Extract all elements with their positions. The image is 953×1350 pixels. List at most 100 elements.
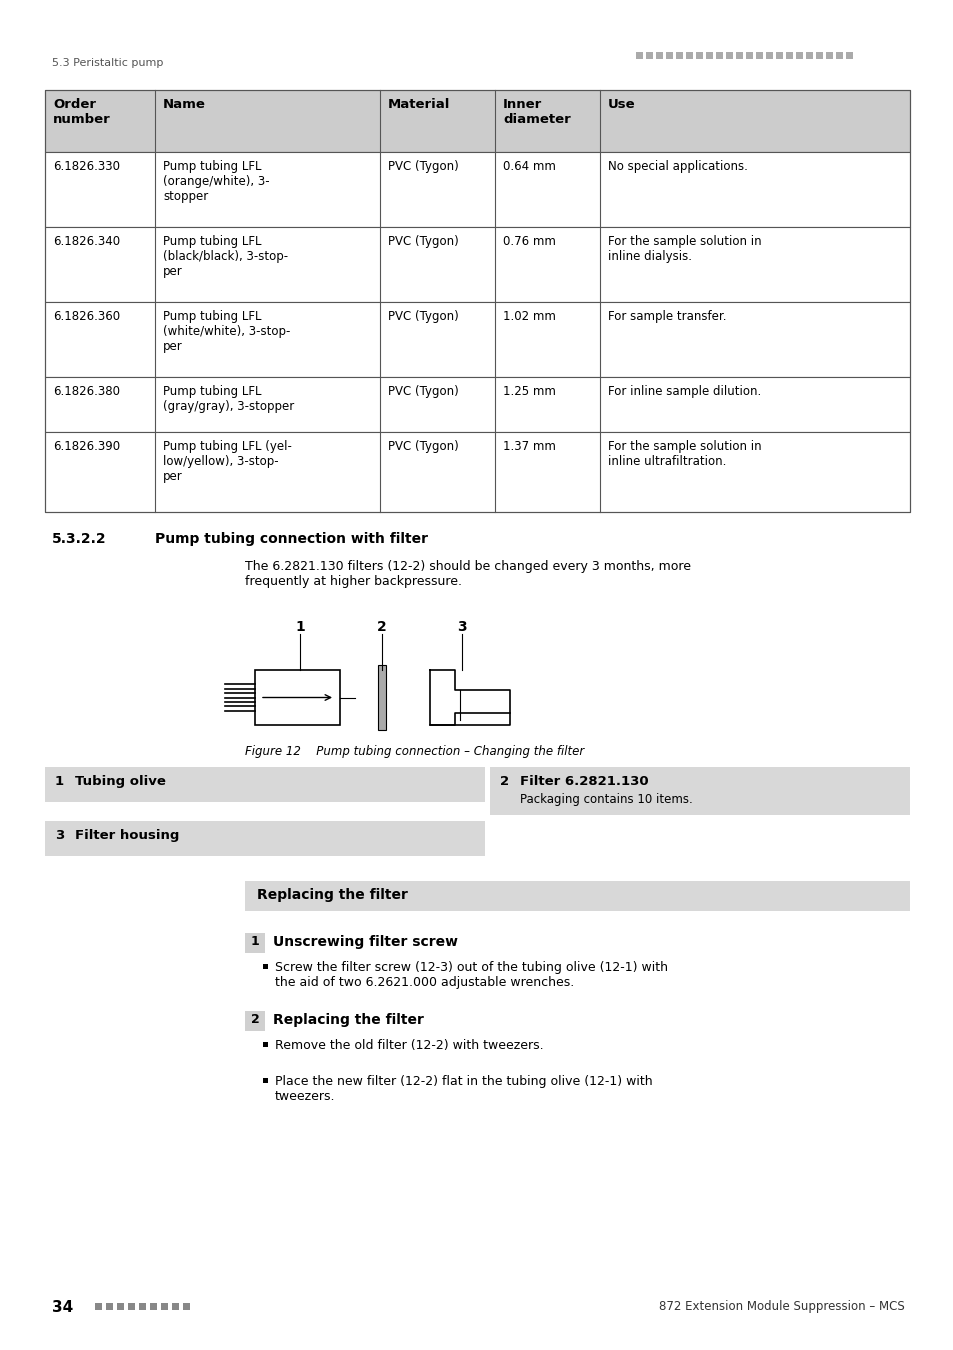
Text: Figure 12: Figure 12	[245, 745, 300, 757]
Text: 6.1826.380: 6.1826.380	[53, 385, 120, 398]
Bar	[825, 53, 832, 59]
Text: PVC (Tygon): PVC (Tygon)	[388, 310, 458, 323]
Text: PVC (Tygon): PVC (Tygon)	[388, 385, 458, 398]
Text: 6.1826.390: 6.1826.390	[53, 440, 120, 454]
Bar	[263, 1042, 268, 1048]
Bar	[128, 1303, 135, 1310]
Text: Place the new filter (12-2) flat in the tubing olive (12-1) with
tweezers.: Place the new filter (12-2) flat in the …	[274, 1075, 652, 1103]
Bar	[835, 53, 842, 59]
Text: Inner
diameter: Inner diameter	[502, 99, 570, 126]
Text: Unscrewing filter screw: Unscrewing filter screw	[273, 936, 457, 949]
Bar	[254, 670, 339, 725]
Text: For the sample solution in
inline dialysis.: For the sample solution in inline dialys…	[607, 235, 760, 263]
Bar	[45, 821, 484, 856]
Bar	[716, 53, 722, 59]
Text: 0.76 mm: 0.76 mm	[502, 235, 556, 248]
Bar	[183, 1303, 190, 1310]
Text: 3: 3	[55, 829, 64, 842]
Bar	[377, 666, 386, 730]
Text: PVC (Tygon): PVC (Tygon)	[388, 161, 458, 173]
Bar	[45, 227, 909, 302]
Bar	[676, 53, 682, 59]
Bar	[755, 53, 762, 59]
Text: 1.25 mm: 1.25 mm	[502, 385, 556, 398]
Text: 2: 2	[499, 775, 509, 788]
Bar	[106, 1303, 112, 1310]
Bar	[172, 1303, 179, 1310]
Text: Pump tubing LFL
(black/black), 3-stop-
per: Pump tubing LFL (black/black), 3-stop- p…	[163, 235, 288, 278]
Text: 1.02 mm: 1.02 mm	[502, 310, 556, 323]
Text: 6.1826.340: 6.1826.340	[53, 235, 120, 248]
Text: Use: Use	[607, 99, 635, 111]
Bar	[656, 53, 662, 59]
Bar	[150, 1303, 157, 1310]
Text: Pump tubing connection – Changing the filter: Pump tubing connection – Changing the fi…	[305, 745, 583, 757]
Text: 1: 1	[55, 775, 64, 788]
Bar	[696, 53, 702, 59]
Bar	[245, 882, 909, 911]
Text: 2: 2	[376, 620, 387, 634]
Bar	[685, 53, 692, 59]
Bar	[815, 53, 822, 59]
Text: Name: Name	[163, 99, 206, 111]
Bar	[645, 53, 652, 59]
Bar	[95, 1303, 102, 1310]
Bar	[45, 90, 909, 153]
Bar	[45, 302, 909, 377]
Text: The 6.2821.130 filters (12-2) should be changed every 3 months, more
frequently : The 6.2821.130 filters (12-2) should be …	[245, 560, 690, 589]
Bar	[45, 432, 909, 512]
Text: PVC (Tygon): PVC (Tygon)	[388, 440, 458, 454]
Bar	[845, 53, 852, 59]
Bar	[745, 53, 752, 59]
Text: Filter 6.2821.130: Filter 6.2821.130	[519, 775, 648, 788]
Text: 1: 1	[294, 620, 305, 634]
Text: 0.64 mm: 0.64 mm	[502, 161, 556, 173]
Bar	[735, 53, 742, 59]
Text: Pump tubing LFL
(gray/gray), 3-stopper: Pump tubing LFL (gray/gray), 3-stopper	[163, 385, 294, 413]
Text: For the sample solution in
inline ultrafiltration.: For the sample solution in inline ultraf…	[607, 440, 760, 468]
Text: Pump tubing LFL (yel-
low/yellow), 3-stop-
per: Pump tubing LFL (yel- low/yellow), 3-sto…	[163, 440, 292, 483]
Bar	[490, 767, 909, 815]
Bar	[775, 53, 782, 59]
Text: 2: 2	[251, 1012, 259, 1026]
Bar	[45, 153, 909, 227]
Text: 1.37 mm: 1.37 mm	[502, 440, 556, 454]
Text: Remove the old filter (12-2) with tweezers.: Remove the old filter (12-2) with tweeze…	[274, 1040, 543, 1052]
Text: Filter housing: Filter housing	[75, 829, 179, 842]
Bar	[245, 1011, 265, 1031]
Bar	[263, 964, 268, 969]
Bar	[725, 53, 732, 59]
Text: Order
number: Order number	[53, 99, 111, 126]
Bar	[45, 377, 909, 432]
Text: 872 Extension Module Suppression – MCS: 872 Extension Module Suppression – MCS	[659, 1300, 904, 1314]
Bar	[765, 53, 772, 59]
Bar	[161, 1303, 168, 1310]
Text: Packaging contains 10 items.: Packaging contains 10 items.	[519, 792, 692, 806]
Bar	[117, 1303, 124, 1310]
Text: 3: 3	[456, 620, 466, 634]
Text: 6.1826.330: 6.1826.330	[53, 161, 120, 173]
Bar	[785, 53, 792, 59]
Text: Material: Material	[388, 99, 450, 111]
Text: PVC (Tygon): PVC (Tygon)	[388, 235, 458, 248]
Bar	[45, 90, 909, 512]
Text: 6.1826.360: 6.1826.360	[53, 310, 120, 323]
Bar	[636, 53, 642, 59]
Text: No special applications.: No special applications.	[607, 161, 747, 173]
Bar	[263, 1079, 268, 1083]
Text: Tubing olive: Tubing olive	[75, 775, 166, 788]
Text: For sample transfer.: For sample transfer.	[607, 310, 726, 323]
Text: For inline sample dilution.: For inline sample dilution.	[607, 385, 760, 398]
Bar	[795, 53, 802, 59]
Text: Pump tubing LFL
(orange/white), 3-
stopper: Pump tubing LFL (orange/white), 3- stopp…	[163, 161, 270, 202]
Bar	[45, 767, 484, 802]
Bar	[805, 53, 812, 59]
Text: 5.3 Peristaltic pump: 5.3 Peristaltic pump	[52, 58, 163, 68]
Text: Pump tubing LFL
(white/white), 3-stop-
per: Pump tubing LFL (white/white), 3-stop- p…	[163, 310, 290, 352]
Bar	[139, 1303, 146, 1310]
Text: Screw the filter screw (12-3) out of the tubing olive (12-1) with
the aid of two: Screw the filter screw (12-3) out of the…	[274, 961, 667, 990]
Bar	[245, 933, 265, 953]
Text: 1: 1	[251, 936, 259, 948]
Text: Replacing the filter: Replacing the filter	[256, 888, 408, 902]
Text: Replacing the filter: Replacing the filter	[273, 1012, 423, 1027]
